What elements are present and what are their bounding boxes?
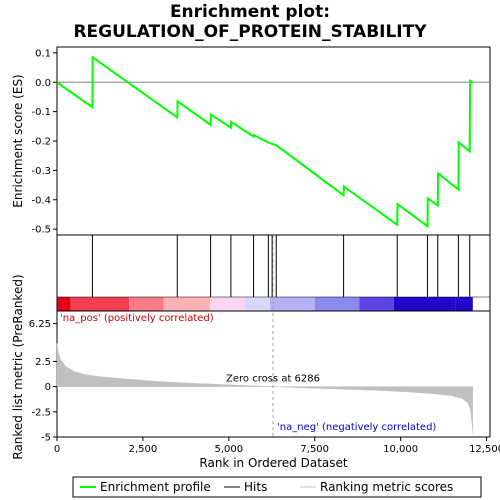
- es-panel: 0.1 0.0 -0.1 -0.2 -0.3 -0.4 -0.5 Enrichment sco…: [11, 46, 491, 236]
- title-line-2: REGULATION_OF_PROTEIN_STABILITY: [73, 22, 427, 42]
- es-ytick-label: -0.5: [31, 225, 51, 236]
- es-ytick-label: -0.4: [31, 195, 51, 206]
- es-ytick-label: -0.1: [31, 107, 51, 118]
- legend-box: [72, 476, 482, 498]
- xlabel: Rank in Ordered Dataset: [199, 456, 347, 470]
- color-bar-segment: [57, 297, 71, 311]
- color-bar-segment: [359, 297, 394, 311]
- metric-panel: Zero cross at 6286 'na_pos' (positively c…: [11, 235, 500, 470]
- color-bar-segment: [455, 297, 473, 311]
- es-plot-frame: [56, 46, 491, 236]
- enrichment-profile-line: [56, 55, 474, 229]
- negative-label: 'na_neg' (negatively correlated): [277, 422, 436, 433]
- es-ylabel: Enrichment score (ES): [11, 74, 25, 207]
- metric-ytick-label: 2.5: [35, 357, 51, 368]
- es-ytick-label: 0.0: [35, 78, 51, 89]
- metric-ylabel: Ranked list metric (PreRanked): [11, 274, 25, 459]
- color-bar-segment: [314, 297, 360, 311]
- es-ytick-label: -0.3: [31, 166, 51, 177]
- metric-ytick-label: -2.5: [31, 407, 51, 418]
- legend: Enrichment profile Hits Ranking metric sco…: [72, 476, 482, 498]
- metric-xtick-label: 2,500: [129, 444, 158, 455]
- metric-ytick-label: 0: [45, 382, 51, 393]
- color-bar-segment: [270, 297, 315, 311]
- metric-ytick-label: -5: [41, 433, 51, 444]
- color-bar-segment: [244, 297, 271, 311]
- metric-xtick-label: 12,500: [469, 444, 500, 455]
- legend-label: Enrichment profile: [100, 480, 211, 494]
- color-bar-segment: [209, 297, 245, 311]
- legend-label: Ranking metric scores: [320, 480, 453, 494]
- es-ytick-label: 0.1: [35, 48, 51, 59]
- title-line-1: Enrichment plot:: [169, 2, 331, 22]
- color-bar-segment: [163, 297, 210, 311]
- positive-label: 'na_pos' (positively correlated): [60, 313, 214, 324]
- metric-xtick-label: 10,000: [383, 444, 418, 455]
- color-bar-segment: [70, 297, 130, 311]
- metric-ytick-label: 6.25: [29, 319, 51, 330]
- es-ytick-label: -0.2: [31, 137, 51, 148]
- color-bar-segment: [129, 297, 164, 311]
- chart-title: Enrichment plot: REGULATION_OF_PROTEIN_S…: [0, 2, 500, 42]
- metric-xtick-label: 0: [54, 444, 60, 455]
- ranking-metric-area: [56, 343, 474, 434]
- metric-xtick-label: 5,000: [215, 444, 244, 455]
- color-bar-segment: [393, 297, 456, 311]
- zero-cross-label: Zero cross at 6286: [226, 374, 320, 385]
- metric-xtick-label: 7,500: [300, 444, 329, 455]
- legend-label: Hits: [244, 480, 267, 494]
